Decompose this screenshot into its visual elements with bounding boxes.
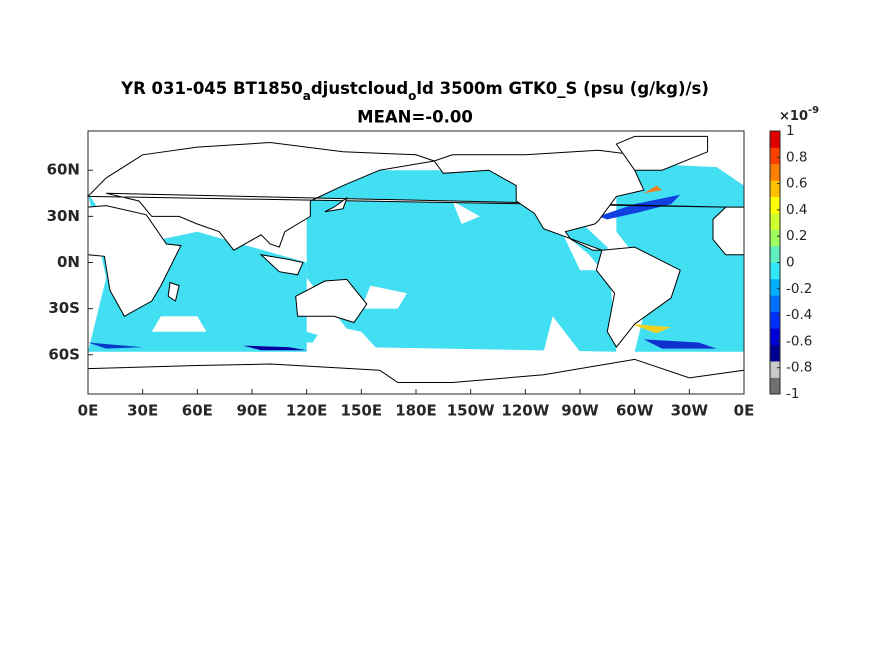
colorbar-tick-label: -1: [786, 386, 799, 402]
colorbar-tick-label: 0.2: [786, 228, 807, 244]
x-tick-label: 150E: [341, 402, 383, 420]
anomaly: [631, 324, 672, 334]
y-tick-label: 60N: [47, 161, 80, 179]
ocean-gap: [543, 316, 580, 352]
ocean-gap: [561, 231, 602, 271]
land: [595, 246, 681, 348]
x-tick-label: 90E: [236, 402, 267, 420]
colorbar-segment: [770, 278, 780, 296]
colorbar-segment: [770, 328, 780, 345]
colorbar-segment: [770, 147, 780, 165]
colorbar-segment: [770, 196, 780, 214]
colorbar-segment: [770, 229, 780, 247]
colorbar-segment: [770, 295, 780, 313]
colorbar-segment: [770, 213, 780, 230]
colorbar-tick-label: 0.8: [786, 149, 807, 165]
anomaly: [643, 185, 662, 194]
map-subtitle: MEAN=-0.00: [357, 108, 473, 127]
x-tick-label: 120E: [286, 402, 328, 420]
x-tick-label: 60E: [182, 402, 213, 420]
colorbar-tick-label: -0.6: [786, 333, 812, 349]
ocean-gap: [452, 201, 480, 224]
ocean-field: [124, 331, 344, 343]
land: [87, 358, 745, 395]
colorbar-tick-label: -0.2: [786, 281, 812, 297]
colorbar-segment: [770, 361, 780, 378]
colorbar-segment: [770, 344, 780, 362]
y-tick-label: 30S: [48, 299, 80, 317]
anomaly: [643, 339, 717, 349]
land: [433, 149, 645, 251]
colorbar-tick-label: 0.4: [786, 202, 807, 218]
colorbar-multiplier: ×10-9: [779, 105, 819, 124]
y-tick-label: 30N: [47, 207, 80, 225]
x-tick-label: 30W: [671, 402, 709, 420]
ocean-field: [88, 193, 307, 352]
y-tick-label: 60S: [48, 345, 80, 363]
y-tick-label: 0N: [57, 253, 80, 271]
anomaly: [88, 342, 143, 349]
title-part: YR 031-045 BT1850: [120, 79, 303, 98]
title-subscript: a: [303, 89, 311, 103]
x-tick-label: 90W: [561, 402, 599, 420]
colorbar-segment: [770, 311, 780, 329]
x-tick-label: 120W: [501, 402, 549, 420]
colorbar-segment: [770, 377, 780, 395]
title-part: ld 3500m GTK0_S (psu (g/kg)/s): [416, 79, 708, 98]
title-part: djustcloud: [311, 79, 408, 98]
colorbar-tick-label: 0: [786, 255, 795, 271]
land: [295, 278, 368, 324]
colorbar-segment: [770, 131, 780, 148]
ocean-gap: [306, 324, 380, 352]
colorbar-segment: [770, 180, 780, 198]
anomaly: [598, 194, 681, 220]
colorbar-tick-label: 0.6: [786, 176, 807, 192]
multiplier-base: ×10: [779, 109, 808, 124]
colorbar-tick-label: -0.4: [786, 307, 812, 323]
land: [259, 254, 304, 276]
land: [87, 205, 182, 317]
colorbar: 1 0.8 0.6 0.4 0.2 0 -0.2 -0.4 -0.6 -0.8 -1: [769, 123, 812, 402]
colorbar-segment: [770, 163, 780, 181]
x-tick-label: 0E: [734, 402, 755, 420]
map-title: YR 031-045 BT1850adjustcloudold 3500m GT…: [120, 79, 709, 103]
land: [86, 141, 726, 251]
title-subscript: o: [408, 89, 416, 103]
ocean-gap: [361, 285, 407, 309]
land: [324, 196, 348, 213]
x-tick-label: 60W: [616, 402, 654, 420]
land: [615, 135, 709, 171]
colorbar-segment: [770, 262, 780, 280]
land: [167, 281, 180, 302]
x-tick-label: 30E: [127, 402, 158, 420]
x-tick-label: 180E: [395, 402, 437, 420]
colorbar-tick-label: -0.8: [786, 360, 812, 376]
map-area: [86, 135, 745, 395]
x-tick-label: 0E: [78, 402, 99, 420]
colorbar-segment: [770, 246, 780, 263]
colorbar-tick-label: 1: [786, 123, 795, 139]
multiplier-exponent: -9: [808, 105, 819, 116]
x-tick-label: 150W: [447, 402, 495, 420]
ocean-gap: [151, 316, 207, 332]
anomaly: [242, 345, 307, 351]
